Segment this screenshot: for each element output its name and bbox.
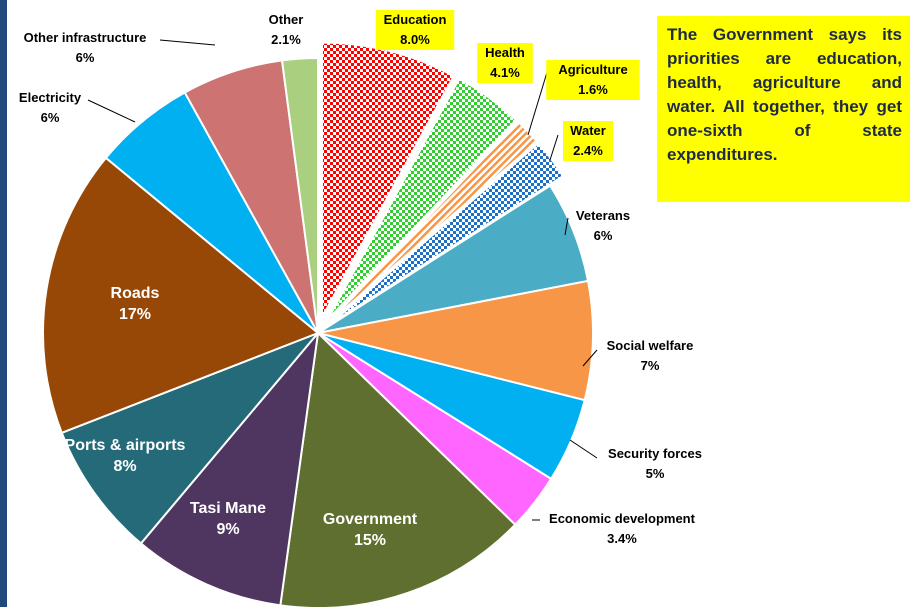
leader-line-water <box>550 135 558 160</box>
data-label-other: Other 2.1% <box>269 12 304 47</box>
data-label-social-welfare: Social welfare 7% <box>607 338 694 373</box>
category-label-economic-development: Economic development <box>549 511 696 526</box>
category-label-health: Health <box>485 45 525 60</box>
category-label-education: Education <box>384 12 447 27</box>
value-label-water: 2.4% <box>573 143 603 158</box>
value-label-other: 2.1% <box>271 32 301 47</box>
leader-line-other-infrastructure <box>160 40 215 45</box>
data-label-agriculture: Agriculture 1.6% <box>546 60 640 100</box>
data-label-education: Education 8.0% <box>376 10 454 50</box>
category-label-other-infrastructure: Other infrastructure <box>24 30 147 45</box>
category-label-veterans: Veterans <box>576 208 630 223</box>
value-label-economic-development: 3.4% <box>607 531 637 546</box>
data-label-security-forces: Security forces 5% <box>608 446 702 481</box>
value-label-security-forces: 5% <box>646 466 665 481</box>
value-label-government: 15% <box>354 532 386 549</box>
data-label-electricity: Electricity 6% <box>19 90 82 125</box>
data-label-economic-development: Economic development 3.4% <box>549 511 696 546</box>
value-label-roads: 17% <box>119 306 151 323</box>
value-label-electricity: 6% <box>41 110 60 125</box>
category-label-ports-and-airports: Ports & airports <box>65 437 186 454</box>
value-label-health: 4.1% <box>490 65 520 80</box>
data-label-veterans: Veterans 6% <box>576 208 630 243</box>
data-label-water: Water 2.4% <box>563 121 613 161</box>
category-label-agriculture: Agriculture <box>558 62 627 77</box>
category-label-roads: Roads <box>111 285 160 302</box>
priorities-note-text: The Government says its priorities are e… <box>667 23 902 167</box>
category-label-social-welfare: Social welfare <box>607 338 694 353</box>
category-label-other: Other <box>269 12 304 27</box>
value-label-agriculture: 1.6% <box>578 82 608 97</box>
value-label-veterans: 6% <box>594 228 613 243</box>
leader-line-security-forces <box>570 440 597 458</box>
value-label-ports-and-airports: 8% <box>113 458 136 475</box>
value-label-social-welfare: 7% <box>641 358 660 373</box>
priorities-note: The Government says its priorities are e… <box>657 16 910 202</box>
leader-line-electricity <box>88 100 135 122</box>
data-label-health: Health 4.1% <box>477 43 533 83</box>
value-label-education: 8.0% <box>400 32 430 47</box>
category-label-security-forces: Security forces <box>608 446 702 461</box>
category-label-tasi-mane: Tasi Mane <box>190 500 266 517</box>
data-label-other-infrastructure: Other infrastructure 6% <box>24 30 147 65</box>
category-label-government: Government <box>323 511 418 528</box>
category-label-water: Water <box>570 123 606 138</box>
category-label-electricity: Electricity <box>19 90 82 105</box>
value-label-other-infrastructure: 6% <box>76 50 95 65</box>
value-label-tasi-mane: 9% <box>216 521 239 538</box>
